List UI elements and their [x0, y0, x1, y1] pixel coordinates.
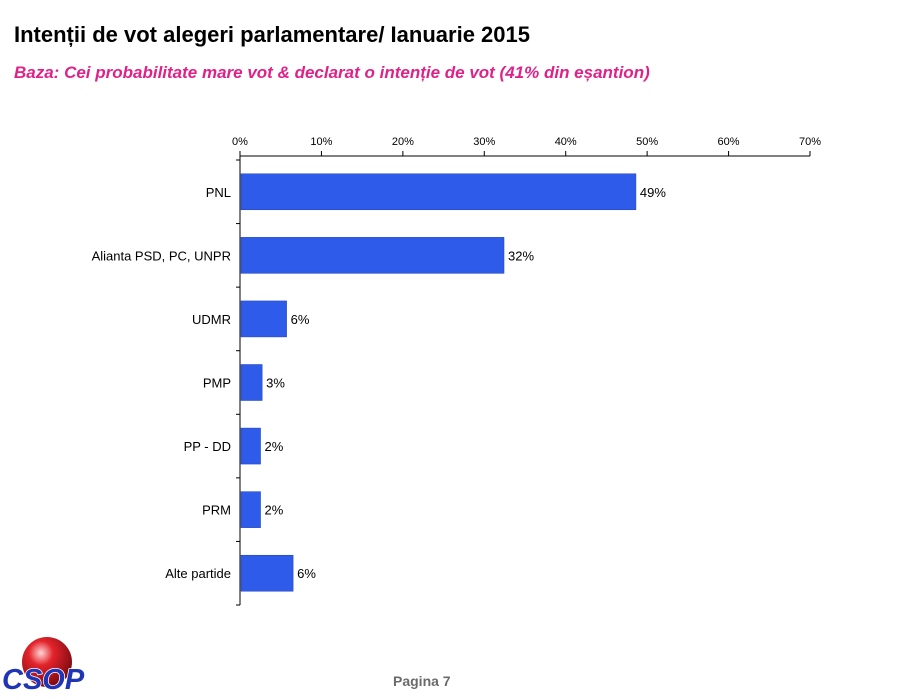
x-tick-label: 20% — [392, 136, 414, 148]
category-label: Alianta PSD, PC, UNPR — [92, 248, 231, 263]
logo-sphere — [22, 637, 72, 687]
x-tick-label: 50% — [636, 136, 658, 148]
x-tick-label: 60% — [718, 136, 740, 148]
data-label: 2% — [265, 503, 284, 518]
data-label: 6% — [291, 312, 310, 327]
bar — [240, 554, 294, 592]
x-tick-label: 10% — [310, 136, 332, 148]
category-label: UDMR — [192, 312, 231, 327]
data-label: 49% — [640, 185, 666, 200]
x-tick-label: 40% — [555, 136, 577, 148]
data-label: 32% — [508, 248, 534, 263]
page-number: Pagina 7 — [393, 673, 451, 689]
data-label: 3% — [266, 376, 285, 391]
bar — [240, 427, 261, 465]
category-label: Alte partide — [165, 566, 231, 581]
csop-logo: CSOP — [1, 637, 86, 697]
data-label: 2% — [265, 439, 284, 454]
x-tick-label: 70% — [799, 136, 821, 148]
bar — [240, 364, 263, 401]
logo-text: CSOP — [2, 664, 85, 696]
bar — [240, 173, 637, 211]
x-tick-label: 30% — [473, 136, 495, 148]
chart-title: Intenții de vot alegeri parlamentare/ Ia… — [14, 22, 530, 47]
bar — [240, 491, 261, 528]
category-label: PP - DD — [184, 439, 231, 454]
category-label: PNL — [206, 185, 231, 200]
data-label: 6% — [297, 566, 316, 581]
chart-subtitle: Baza: Cei probabilitate mare vot & decla… — [14, 63, 650, 82]
bar — [240, 237, 505, 274]
x-tick-label: 0% — [232, 136, 248, 148]
bar — [240, 300, 287, 338]
category-label: PRM — [202, 503, 231, 518]
category-label: PMP — [203, 376, 231, 391]
